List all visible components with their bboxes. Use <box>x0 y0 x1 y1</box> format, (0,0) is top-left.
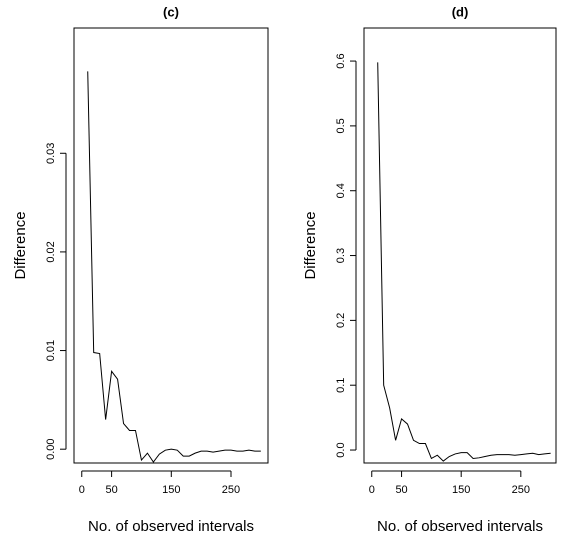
x-tick-label: 0 <box>79 484 85 496</box>
x-tick-label: 0 <box>369 484 375 496</box>
x-tick-label: 50 <box>395 484 407 496</box>
x-tick-label: 150 <box>162 484 180 496</box>
chart-title: (d) <box>452 4 469 19</box>
y-tick-label: 0.0 <box>335 442 347 457</box>
x-tick-label: 150 <box>452 484 470 496</box>
plot-frame <box>73 27 269 464</box>
y-tick-label: 0.5 <box>335 118 347 133</box>
y-tick-label: 0.6 <box>335 53 347 68</box>
y-tick-label: 0.01 <box>45 340 57 361</box>
y-tick-label: 0.4 <box>335 183 347 198</box>
y-tick-label: 0.2 <box>335 313 347 328</box>
y-axis-label: Difference <box>302 211 319 279</box>
x-tick-label: 50 <box>105 484 117 496</box>
chart-title: (c) <box>163 4 179 19</box>
data-line <box>87 71 261 463</box>
x-axis-label: No. of observed intervals <box>377 518 543 535</box>
x-axis-label: No. of observed intervals <box>88 518 254 535</box>
x-tick-label: 250 <box>222 484 240 496</box>
y-axis-label: Difference <box>12 211 29 279</box>
y-tick-label: 0.02 <box>45 241 57 262</box>
data-line <box>377 62 551 462</box>
x-tick-label: 250 <box>512 484 530 496</box>
y-tick-label: 0.3 <box>335 248 347 263</box>
y-tick-label: 0.1 <box>335 378 347 393</box>
plot-frame <box>363 27 557 464</box>
y-tick-label: 0.00 <box>45 438 57 459</box>
y-tick-label: 0.03 <box>45 143 57 164</box>
